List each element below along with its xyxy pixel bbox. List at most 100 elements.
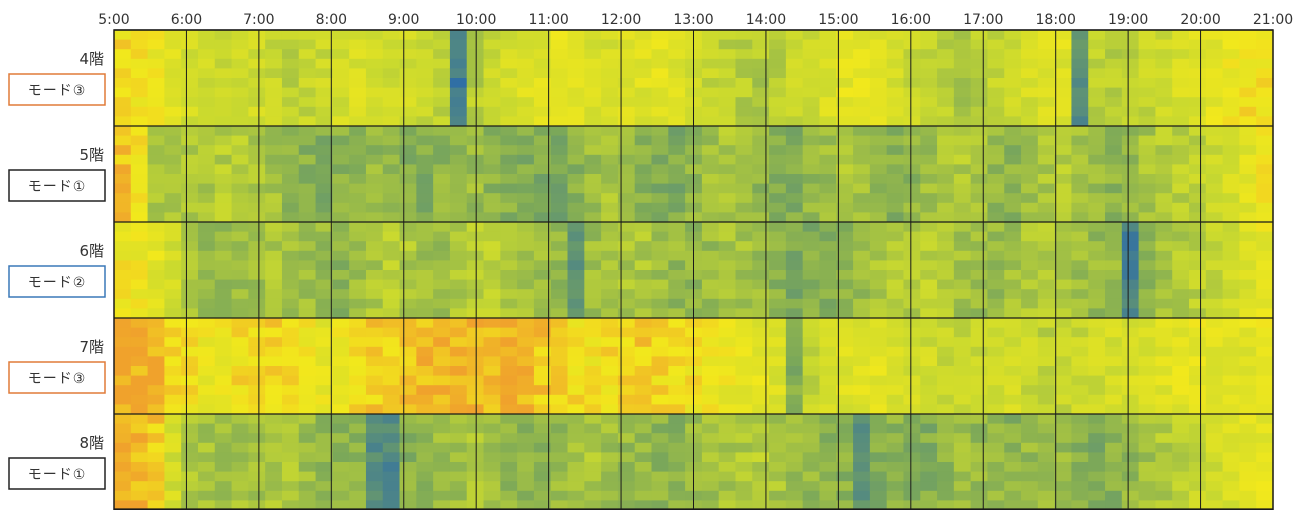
heatmap-cell <box>197 270 216 281</box>
heatmap-cell <box>265 174 283 185</box>
heatmap-cell <box>584 298 602 309</box>
heatmap-cell <box>382 318 401 329</box>
heatmap-cell <box>920 327 938 338</box>
heatmap-cell <box>315 318 333 329</box>
heatmap-cell <box>1205 68 1224 79</box>
heatmap-cell <box>1105 414 1123 425</box>
heatmap-cell <box>1239 471 1257 482</box>
heatmap-cell <box>1172 490 1190 501</box>
heatmap-cell <box>1071 49 1089 60</box>
heatmap-cell <box>298 279 317 290</box>
heatmap-cell <box>466 241 485 252</box>
heatmap-cell <box>1021 308 1039 319</box>
heatmap-cell <box>147 126 165 137</box>
heatmap-cell <box>970 289 989 300</box>
heatmap-cell <box>701 212 720 223</box>
heatmap-cell <box>701 366 720 377</box>
heatmap-cell <box>718 481 737 492</box>
heatmap-cell <box>584 183 602 194</box>
heatmap-cell <box>903 442 921 453</box>
heatmap-cell <box>601 490 619 501</box>
heatmap-cell <box>265 106 283 117</box>
heatmap-cell <box>920 385 938 396</box>
heatmap-cell <box>752 462 770 473</box>
heatmap-cell <box>853 97 871 108</box>
heatmap-cell <box>701 452 720 463</box>
heatmap-cell <box>1256 183 1274 194</box>
heatmap-cell <box>382 452 401 463</box>
heatmap-cell <box>1088 116 1106 127</box>
heatmap-cell <box>1256 462 1274 473</box>
heatmap-cell <box>802 366 821 377</box>
heatmap-cell <box>1021 145 1039 156</box>
heatmap-cell <box>785 462 804 473</box>
heatmap-cell <box>735 356 753 367</box>
heatmap-cell <box>903 452 921 463</box>
heatmap-cell <box>164 126 182 137</box>
heatmap-cell <box>668 462 686 473</box>
heatmap-cell <box>1071 452 1089 463</box>
heatmap-cell <box>114 164 132 175</box>
heatmap-cell <box>1054 356 1073 367</box>
heatmap-cell <box>584 279 602 290</box>
heatmap-cell <box>181 270 199 281</box>
heatmap-cell <box>1222 414 1241 425</box>
heatmap-cell <box>953 279 972 290</box>
heatmap-cell <box>365 126 384 137</box>
heatmap-cell <box>164 442 182 453</box>
heatmap-cell <box>416 356 434 367</box>
heatmap-cell <box>365 500 384 510</box>
heatmap-cell <box>601 452 619 463</box>
heatmap-cell <box>1189 500 1207 510</box>
heatmap-cell <box>130 462 149 473</box>
heatmap-cell <box>903 366 921 377</box>
heatmap-cell <box>785 452 804 463</box>
heatmap-cell <box>735 327 753 338</box>
heatmap-cell <box>886 433 905 444</box>
heatmap-cell <box>584 126 602 137</box>
heatmap-cell <box>449 462 468 473</box>
heatmap-cell <box>1172 318 1190 329</box>
heatmap-cell <box>886 366 905 377</box>
heatmap-cell <box>1239 481 1257 492</box>
heatmap-cell <box>769 462 787 473</box>
heatmap-cell <box>735 471 753 482</box>
heatmap-cell <box>231 337 249 348</box>
heatmap-cell <box>349 58 367 69</box>
heatmap-cell <box>197 39 216 50</box>
heatmap-cell <box>937 423 955 434</box>
heatmap-cell <box>214 260 233 271</box>
heatmap-cell <box>147 68 165 79</box>
heatmap-cell <box>970 174 989 185</box>
heatmap-cell <box>886 375 905 386</box>
heatmap-cell <box>1239 279 1257 290</box>
heatmap-cell <box>651 39 669 50</box>
heatmap-cell <box>769 270 787 281</box>
heatmap-cell <box>785 433 804 444</box>
heatmap-cell <box>1222 298 1241 309</box>
heatmap-cell <box>265 222 283 233</box>
heatmap-cell <box>483 145 501 156</box>
heatmap-cell <box>248 366 266 377</box>
heatmap-cell <box>214 30 233 41</box>
heatmap-cell <box>836 212 854 223</box>
heatmap-cell <box>315 241 333 252</box>
heatmap-cell <box>718 231 737 242</box>
heatmap-cell <box>718 116 737 127</box>
heatmap-cell <box>197 30 216 41</box>
heatmap-cell <box>550 500 569 510</box>
heatmap-cell <box>114 49 132 60</box>
heatmap-cell <box>701 394 720 405</box>
heatmap-cell <box>181 174 199 185</box>
heatmap-cell <box>1155 97 1173 108</box>
heatmap-cell <box>953 39 972 50</box>
heatmap-cell <box>601 87 619 98</box>
heatmap-cell <box>970 394 989 405</box>
heatmap-cell <box>819 366 837 377</box>
heatmap-cell <box>634 106 653 117</box>
heatmap-cell <box>718 346 737 357</box>
heatmap-cell <box>601 222 619 233</box>
heatmap-cell <box>953 404 972 415</box>
heatmap-cell <box>500 490 518 501</box>
